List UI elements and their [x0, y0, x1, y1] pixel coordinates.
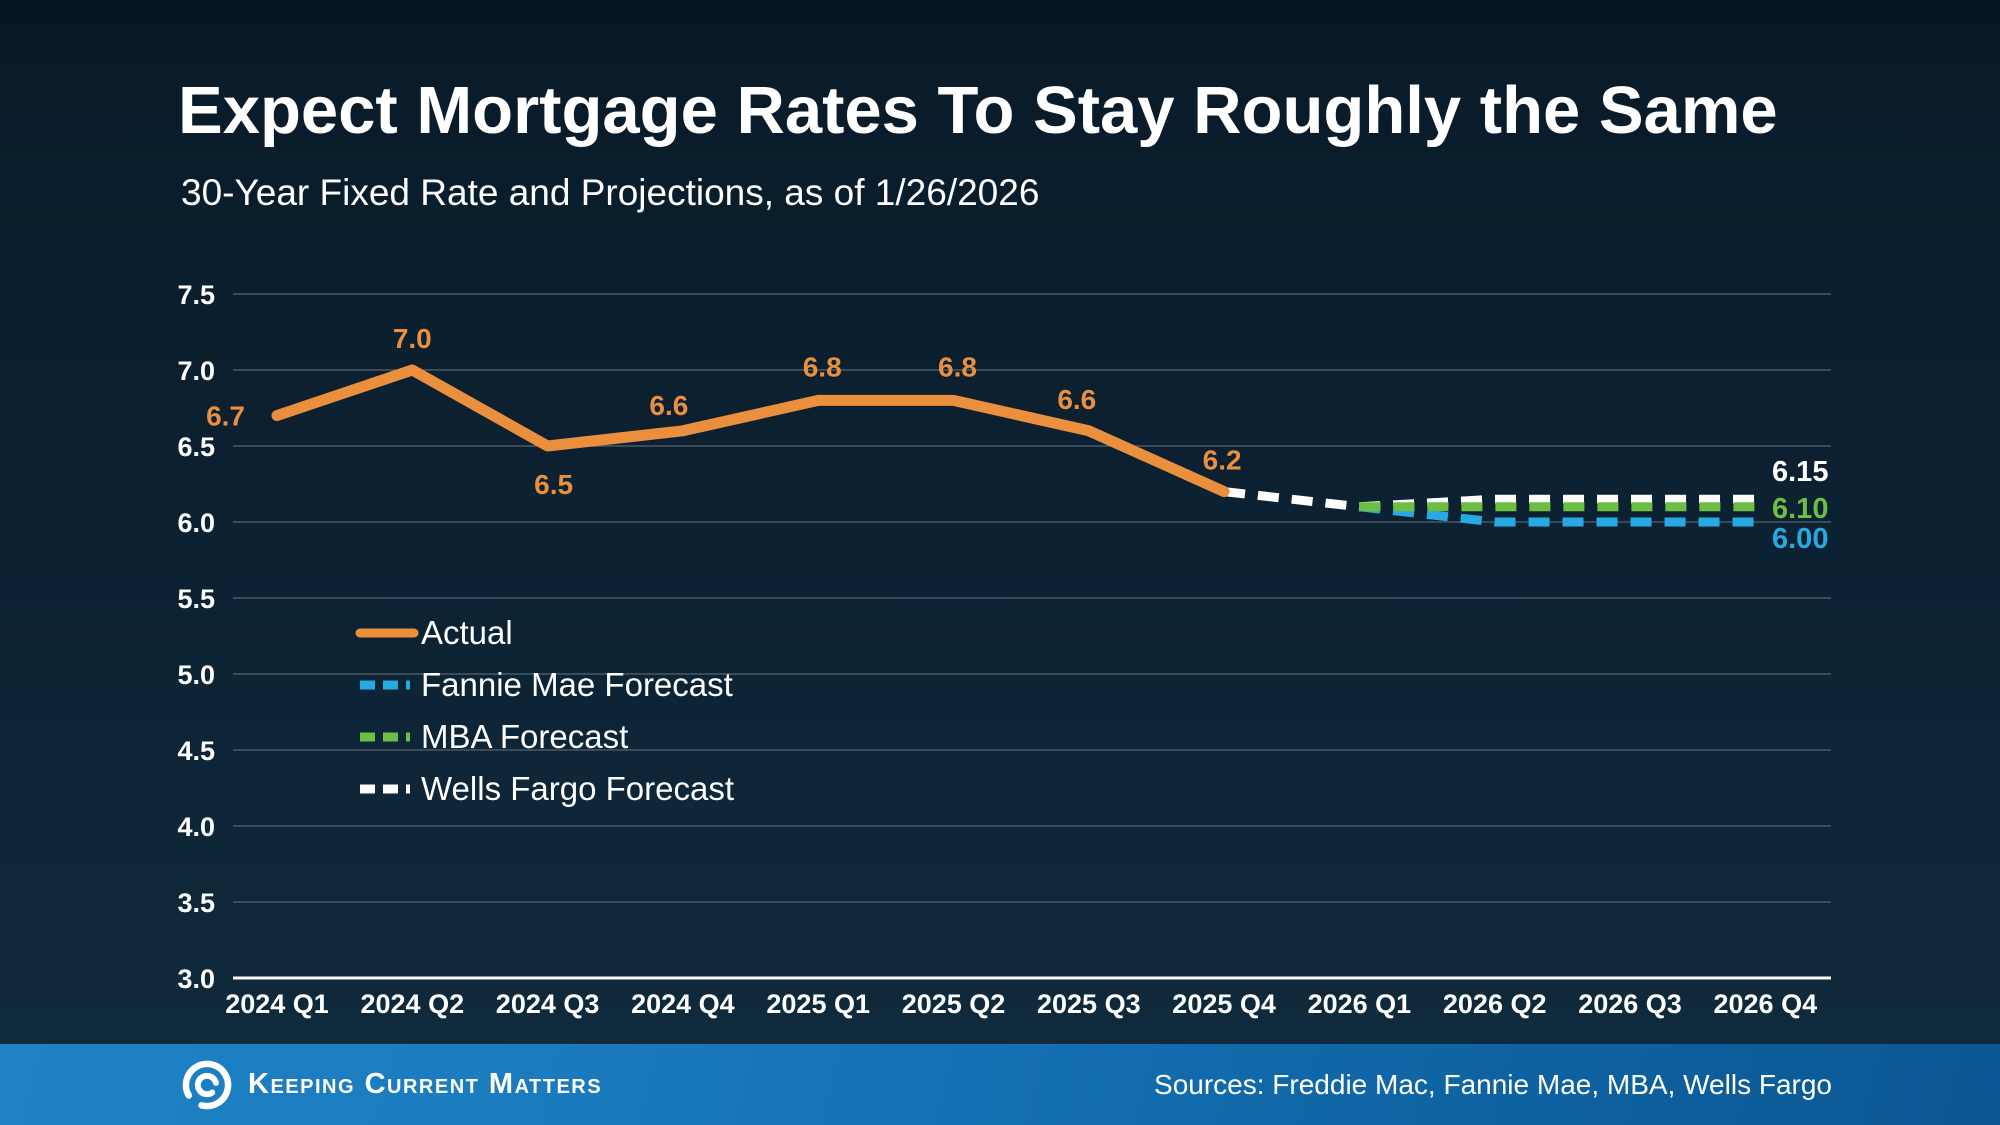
x-tick-label: 2024 Q1	[225, 989, 329, 1019]
point-label: 6.6	[649, 390, 688, 421]
top-strip	[0, 0, 2000, 23]
y-tick-label: 3.0	[177, 964, 215, 994]
kcm-swirl-logo-icon	[182, 1060, 232, 1109]
point-label: 6.8	[803, 351, 842, 382]
y-tick-label: 4.5	[177, 736, 215, 766]
point-label: 6.2	[1203, 445, 1242, 476]
point-label: 6.6	[1057, 384, 1096, 415]
end-label-fannie-mae-forecast: 6.00	[1772, 523, 1828, 555]
x-tick-label: 2026 Q1	[1308, 989, 1412, 1019]
point-label: 6.8	[938, 351, 977, 382]
legend-item-actual: Actual	[355, 607, 734, 659]
x-tick-label: 2026 Q4	[1714, 989, 1818, 1019]
x-tick-label: 2025 Q1	[766, 989, 870, 1019]
legend-label-wells-fargo: Wells Fargo Forecast	[421, 770, 734, 807]
sources-text: Sources: Freddie Mac, Fannie Mae, MBA, W…	[1154, 1068, 1832, 1100]
y-tick-label: 6.0	[177, 508, 215, 538]
legend-item-fannie-mae: Fannie Mae Forecast	[355, 659, 734, 711]
legend-item-wells-fargo: Wells Fargo Forecast	[355, 763, 734, 815]
end-label-wells-fargo-forecast: 6.15	[1772, 456, 1828, 488]
footer-bar: Keeping Current Matters Sources: Freddie…	[0, 1044, 2000, 1125]
series-line-actual	[271, 364, 1230, 498]
point-label: 6.5	[534, 469, 573, 500]
x-tick-label: 2024 Q3	[496, 989, 600, 1019]
chart-legend: Actual Fannie Mae Forecast MBA Forecast …	[355, 607, 734, 815]
page-subtitle: 30-Year Fixed Rate and Projections, as o…	[181, 172, 1040, 213]
series-line-fannie-mae-forecast	[1358, 502, 1766, 527]
x-tick-label: 2026 Q3	[1578, 989, 1682, 1019]
x-tick-label: 2024 Q2	[361, 989, 465, 1019]
legend-item-mba: MBA Forecast	[355, 711, 734, 763]
legend-label-mba: MBA Forecast	[421, 718, 629, 755]
x-tick-label: 2025 Q4	[1172, 989, 1276, 1019]
series-line-wells-fargo-forecast	[1223, 487, 1766, 512]
point-label: 6.7	[206, 401, 245, 432]
end-label-mba-forecast: 6.10	[1772, 493, 1828, 525]
y-tick-label: 5.0	[177, 660, 215, 690]
y-tick-label: 6.5	[177, 432, 215, 462]
x-tick-label: 2025 Q2	[902, 989, 1006, 1019]
legend-label-fannie-mae: Fannie Mae Forecast	[421, 666, 733, 703]
legend-swatch-wells-fargo	[360, 784, 414, 794]
y-tick-label: 4.0	[177, 812, 215, 842]
legend-swatch-fannie-mae	[360, 680, 414, 690]
page-title: Expect Mortgage Rates To Stay Roughly th…	[178, 73, 1778, 148]
legend-label-actual: Actual	[421, 614, 513, 651]
brand: Keeping Current Matters	[180, 1044, 602, 1125]
y-tick-label: 7.5	[177, 280, 215, 310]
x-tick-label: 2025 Q3	[1037, 989, 1141, 1019]
point-label: 7.0	[393, 323, 432, 354]
brand-name: Keeping Current Matters	[248, 1068, 603, 1100]
x-tick-label: 2024 Q4	[631, 989, 735, 1019]
y-tick-label: 5.5	[177, 584, 215, 614]
legend-swatch-actual	[355, 628, 419, 638]
x-tick-label: 2026 Q2	[1443, 989, 1547, 1019]
y-tick-label: 3.5	[177, 888, 215, 918]
legend-swatch-mba	[360, 732, 414, 742]
y-tick-label: 7.0	[177, 356, 215, 386]
